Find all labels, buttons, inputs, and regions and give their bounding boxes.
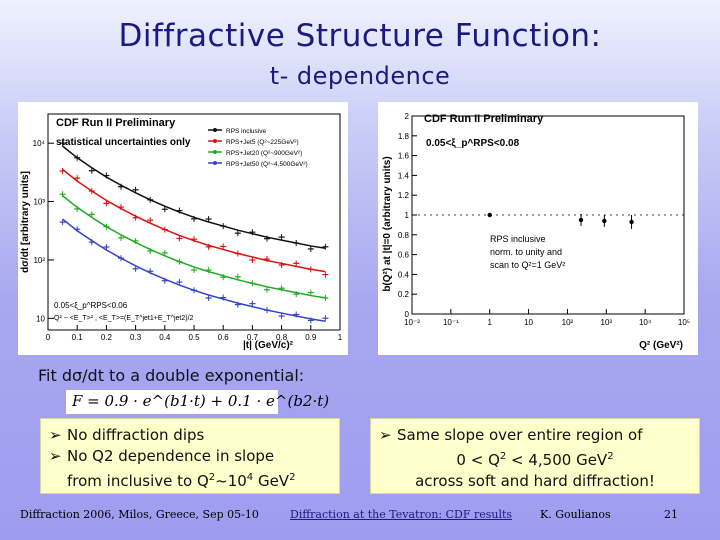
y-tick-label: 0.6 <box>398 251 410 260</box>
x-tick-label: 0.5 <box>188 333 200 342</box>
x-tick-label: 1 <box>338 333 343 342</box>
y-axis-label: b(Q²) at |t|=0 (arbitrary units) <box>382 156 393 291</box>
y-tick-label: 1.6 <box>398 152 410 161</box>
x-tick-label: 0 <box>46 333 51 342</box>
dsigma-dt-chart: CDF Run II Preliminary statistical uncer… <box>20 113 343 351</box>
chart-annotation: norm. to unity and <box>490 247 562 257</box>
x-tick-label: 0.6 <box>218 333 230 342</box>
chart-annotation: RPS inclusive <box>490 234 546 244</box>
arrow-bullet-icon: ➢ <box>49 447 62 465</box>
chart-annotation: 0.05<ξ_p^RPS<0.08 <box>426 138 520 149</box>
x-tick-label: 0.2 <box>101 333 113 342</box>
footer-conference: Diffraction 2006, Milos, Greece, Sep 05-… <box>20 508 259 521</box>
chart-title: CDF Run II Preliminary <box>424 113 544 125</box>
x-tick-label: 10 <box>524 318 533 327</box>
left-conclusions-box: ➢ No diffraction dips ➢ No Q2 dependence i… <box>40 418 340 494</box>
fit-formula: F = 0.9 · e^(b1·t) + 0.1 · e^(b2·t) <box>66 390 329 414</box>
y-tick-label: 10³ <box>33 198 45 207</box>
bullet-continuation: across soft and hard diffraction! <box>415 472 655 490</box>
y-tick-label: 10⁴ <box>33 139 46 148</box>
y-tick-label: 0.2 <box>398 290 410 299</box>
x-tick-label: 0.1 <box>72 333 84 342</box>
arrow-bullet-icon: ➢ <box>49 426 62 444</box>
dsigma-dt-plot: CDF Run II Preliminary statistical uncer… <box>18 102 348 355</box>
legend-entry: RPS+Jet50 (Q²~4,500GeV²) <box>226 161 308 168</box>
slope-vs-q2-chart: CDF Run II Preliminary 0.05<ξ_p^RPS<0.08… <box>382 112 690 351</box>
x-tick-label: 10³ <box>601 318 613 327</box>
legend-marker <box>213 139 217 143</box>
slide-subtitle: t- dependence <box>269 62 451 90</box>
y-tick-label: 1.2 <box>398 191 410 200</box>
data-point <box>487 212 492 218</box>
x-tick-label: 10⁴ <box>639 318 652 327</box>
legend-marker <box>213 150 217 154</box>
y-tick-label: 1 <box>405 211 410 220</box>
x-tick-label: 1 <box>487 318 492 327</box>
x-axis-label: Q² (GeV²) <box>639 340 683 351</box>
y-tick-label: 1.4 <box>398 171 410 180</box>
x-tick-label: 0.8 <box>276 333 288 342</box>
legend-entry: RPS+Jet20 (Q²~900GeV²) <box>226 150 302 157</box>
y-tick-label: 0.4 <box>398 270 410 279</box>
x-tick-label: 0.7 <box>247 333 259 342</box>
slope-vs-q2-plot: CDF Run II Preliminary 0.05<ξ_p^RPS<0.08… <box>378 102 698 355</box>
bullet-item: ➢ Same slope over entire region of <box>379 426 643 444</box>
x-tick-label: 10⁻¹ <box>443 318 459 327</box>
legend-entry: RPS+Jet5 (Q²~225GeV²) <box>226 139 299 146</box>
footer-talk-link[interactable]: Diffraction at the Tevatron: CDF results <box>290 508 513 521</box>
legend-marker <box>213 128 217 132</box>
chart-note: statistical uncertainties only <box>56 137 191 148</box>
right-conclusions-box: ➢ Same slope over entire region of 0 < Q2… <box>370 418 700 494</box>
x-tick-label: 0.4 <box>159 333 171 342</box>
slide-title: Diffractive Structure Function: <box>118 18 602 54</box>
chart-annotation: scan to Q²=1 GeV² <box>490 260 565 270</box>
footer-author: K. Goulianos <box>540 508 611 521</box>
y-tick-label: 10² <box>33 256 45 265</box>
bullet-item: ➢ No Q2 dependence in slope <box>49 447 275 465</box>
y-tick-label: 0.8 <box>398 231 410 240</box>
y-axis-label: dσ/dt [arbitrary units] <box>20 171 31 273</box>
x-tick-label: 10⁻² <box>404 318 420 327</box>
bullet-continuation: from inclusive to Q2~104 GeV2 <box>67 472 296 490</box>
chart-title: CDF Run II Preliminary <box>56 117 176 129</box>
y-tick-label: 10 <box>36 314 45 323</box>
bullet-item: ➢ No diffraction dips <box>49 426 205 444</box>
y-tick-label: 1.8 <box>398 132 410 141</box>
bullet-continuation: 0 < Q2 < 4,500 GeV2 <box>456 451 614 469</box>
x-axis-label: |t| (GeV/c)² <box>243 340 294 351</box>
legend-entry: RPS inclusive <box>226 128 266 135</box>
y-tick-label: 2 <box>405 112 410 121</box>
chart-annotation: 0.05<ξ_p^RPS<0.06 <box>54 301 128 310</box>
legend-marker <box>213 161 217 165</box>
arrow-bullet-icon: ➢ <box>379 426 392 444</box>
x-tick-label: 0.3 <box>130 333 142 342</box>
x-tick-label: 10² <box>562 318 574 327</box>
x-tick-label: 0.9 <box>305 333 317 342</box>
footer-page-number: 21 <box>664 508 678 521</box>
y-tick-label: 0 <box>405 310 410 319</box>
chart-annotation: Q² ~ <E_T>² , <E_T>=(E_T^jet1+E_T^jet2)/… <box>54 315 194 322</box>
fit-description: Fit dσ/dt to a double exponential: <box>38 366 305 385</box>
x-tick-label: 10⁵ <box>678 318 690 327</box>
